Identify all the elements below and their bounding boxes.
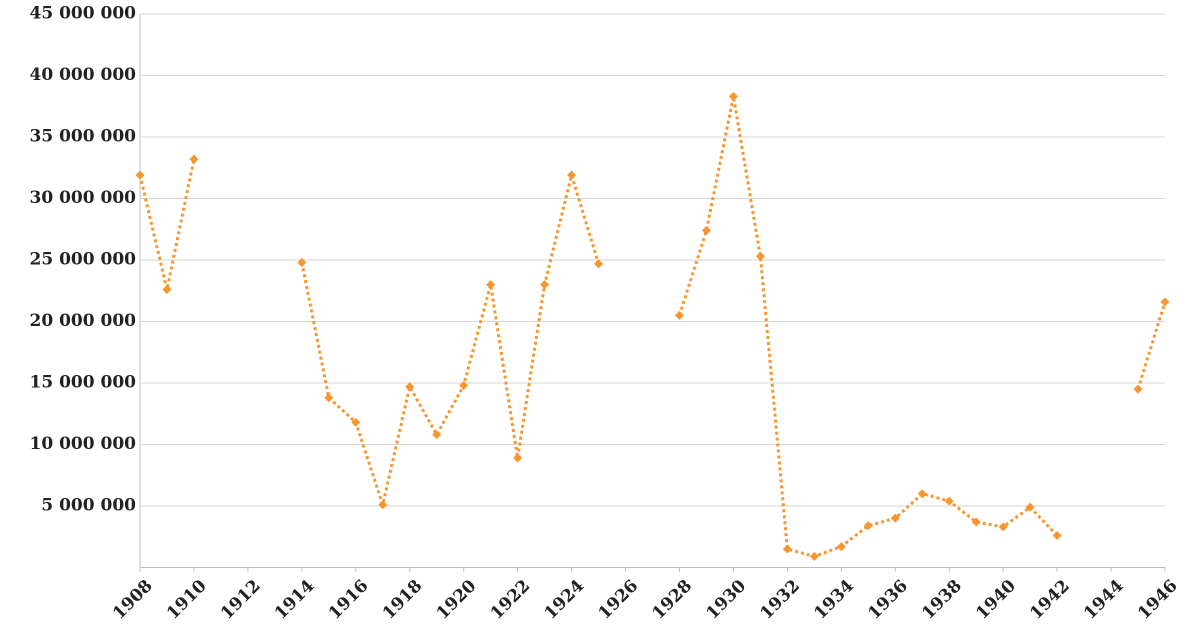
point-marker bbox=[1160, 297, 1170, 307]
x-tick-label: 1938 bbox=[918, 576, 966, 624]
y-tick-label: 30 000 000 bbox=[30, 188, 137, 208]
x-tick-label: 1930 bbox=[703, 576, 751, 624]
point-marker bbox=[863, 521, 873, 531]
point-marker bbox=[1133, 384, 1143, 394]
point-marker bbox=[944, 496, 954, 506]
x-tick-label: 1942 bbox=[1026, 576, 1074, 624]
point-marker bbox=[162, 285, 172, 295]
x-tick-label: 1936 bbox=[864, 576, 912, 624]
x-tick-label: 1908 bbox=[109, 576, 157, 624]
point-marker bbox=[755, 251, 765, 261]
y-tick-label: 45 000 000 bbox=[30, 4, 137, 24]
point-marker bbox=[432, 430, 442, 440]
x-tick-label: 1926 bbox=[595, 576, 643, 624]
x-tick-label: 1932 bbox=[756, 576, 804, 624]
point-marker bbox=[836, 542, 846, 552]
point-marker bbox=[486, 280, 496, 290]
point-marker bbox=[351, 417, 361, 427]
x-tick-label: 1910 bbox=[163, 576, 211, 624]
point-marker bbox=[701, 225, 711, 235]
y-tick-label: 10 000 000 bbox=[30, 434, 137, 454]
point-marker bbox=[378, 500, 388, 510]
y-tick-label: 5 000 000 bbox=[41, 496, 136, 516]
series-line bbox=[138, 96, 1167, 559]
y-tick-label: 35 000 000 bbox=[30, 127, 137, 147]
x-tick-label: 1934 bbox=[810, 576, 858, 624]
x-tick-label: 1914 bbox=[271, 576, 319, 624]
y-tick-label: 20 000 000 bbox=[30, 311, 137, 331]
x-tick-label: 1920 bbox=[433, 576, 481, 624]
point-marker bbox=[594, 259, 604, 269]
point-marker bbox=[674, 310, 684, 320]
point-marker bbox=[890, 513, 900, 523]
x-tick-label: 1924 bbox=[541, 576, 589, 624]
y-tick-label: 15 000 000 bbox=[30, 373, 137, 393]
point-marker bbox=[135, 170, 145, 180]
point-marker bbox=[189, 154, 199, 164]
point-marker bbox=[1052, 531, 1062, 541]
point-marker bbox=[971, 517, 981, 527]
point-marker bbox=[809, 551, 819, 561]
point-marker bbox=[1025, 502, 1035, 512]
x-tick-label: 1922 bbox=[487, 576, 535, 624]
point-marker bbox=[540, 280, 550, 290]
point-marker bbox=[297, 257, 307, 267]
point-marker bbox=[513, 453, 523, 463]
point-marker bbox=[567, 170, 577, 180]
point-marker bbox=[324, 393, 334, 403]
x-tick-label: 1916 bbox=[325, 576, 373, 624]
x-tick-label: 1940 bbox=[972, 576, 1020, 624]
point-marker bbox=[782, 544, 792, 554]
x-tick-label: 1928 bbox=[649, 576, 697, 624]
x-tick-label: 1918 bbox=[379, 576, 427, 624]
y-tick-label: 25 000 000 bbox=[30, 250, 137, 270]
point-marker bbox=[998, 522, 1008, 532]
x-tick-label: 1946 bbox=[1134, 576, 1182, 624]
y-tick-label: 40 000 000 bbox=[30, 65, 137, 85]
x-tick-label: 1944 bbox=[1080, 576, 1128, 624]
x-tick-label: 1912 bbox=[217, 576, 265, 624]
point-marker bbox=[917, 489, 927, 499]
point-marker bbox=[728, 91, 738, 101]
point-marker bbox=[459, 380, 469, 390]
point-marker bbox=[405, 382, 415, 392]
